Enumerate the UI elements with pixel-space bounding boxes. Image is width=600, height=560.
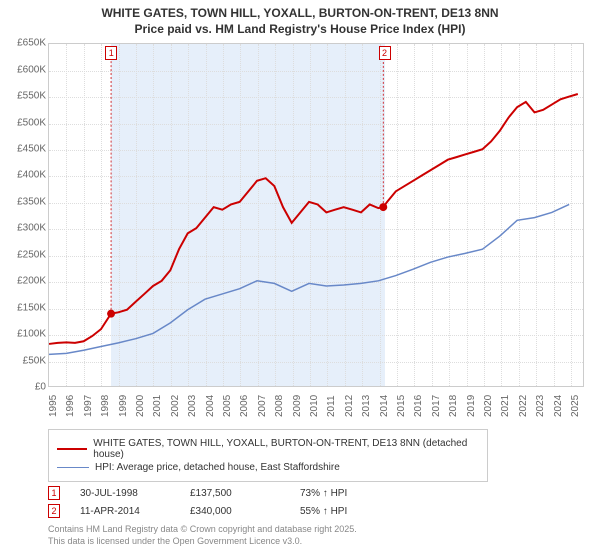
y-tick-label: £150K bbox=[10, 302, 46, 313]
x-tick-label: 2024 bbox=[553, 395, 559, 417]
legend-label: WHITE GATES, TOWN HILL, YOXALL, BURTON-O… bbox=[93, 438, 479, 460]
sale-price: £340,000 bbox=[190, 506, 280, 517]
x-tick-label: 2006 bbox=[239, 395, 245, 417]
sale-vs-hpi: 55% ↑ HPI bbox=[300, 506, 390, 517]
legend: WHITE GATES, TOWN HILL, YOXALL, BURTON-O… bbox=[48, 429, 488, 482]
chart-area: £0 £50K £100K £150K £200K £250K £300K £350K £400… bbox=[10, 43, 590, 423]
x-tick-label: 1998 bbox=[100, 395, 106, 417]
x-tick-label: 2019 bbox=[466, 395, 472, 417]
plot-region: 12 bbox=[48, 43, 584, 387]
x-tick-label: 2004 bbox=[205, 395, 211, 417]
x-tick-label: 2014 bbox=[379, 395, 385, 417]
x-tick-label: 2015 bbox=[396, 395, 402, 417]
x-tick-label: 2011 bbox=[326, 396, 332, 418]
line-chart-svg bbox=[49, 44, 583, 386]
legend-swatch bbox=[57, 467, 89, 469]
title-line1: WHITE GATES, TOWN HILL, YOXALL, BURTON-O… bbox=[10, 6, 590, 22]
x-tick-label: 2007 bbox=[257, 395, 263, 417]
y-tick-label: £400K bbox=[10, 170, 46, 181]
x-tick-label: 2010 bbox=[309, 395, 315, 417]
x-tick-label: 2012 bbox=[344, 395, 350, 417]
sale-vs-hpi: 73% ↑ HPI bbox=[300, 488, 390, 499]
footer-line2: This data is licensed under the Open Gov… bbox=[48, 536, 590, 548]
y-tick-label: £650K bbox=[10, 38, 46, 49]
sale-date: 30-JUL-1998 bbox=[80, 488, 170, 499]
x-tick-label: 2016 bbox=[413, 395, 419, 417]
x-tick-label: 2013 bbox=[361, 395, 367, 417]
legend-label: HPI: Average price, detached house, East… bbox=[95, 462, 340, 473]
x-tick-label: 2005 bbox=[222, 395, 228, 417]
series-property bbox=[49, 94, 578, 344]
legend-swatch bbox=[57, 448, 87, 450]
y-tick-label: £550K bbox=[10, 91, 46, 102]
y-tick-label: £500K bbox=[10, 117, 46, 128]
y-tick-label: £350K bbox=[10, 196, 46, 207]
footer-line1: Contains HM Land Registry data © Crown c… bbox=[48, 524, 590, 536]
x-tick-label: 2001 bbox=[152, 395, 158, 417]
x-tick-label: 2023 bbox=[535, 395, 541, 417]
sale-row: 1 30-JUL-1998 £137,500 73% ↑ HPI bbox=[48, 486, 590, 500]
y-tick-label: £50K bbox=[10, 355, 46, 366]
x-tick-label: 2020 bbox=[483, 395, 489, 417]
x-tick-label: 2008 bbox=[274, 395, 280, 417]
y-tick-label: £450K bbox=[10, 144, 46, 155]
y-tick-label: £300K bbox=[10, 223, 46, 234]
x-tick-label: 2018 bbox=[448, 395, 454, 417]
sale-num-box: 1 bbox=[48, 486, 60, 500]
x-tick-label: 2003 bbox=[187, 395, 193, 417]
sale-num-box: 2 bbox=[48, 504, 60, 518]
x-tick-label: 2002 bbox=[170, 395, 176, 417]
legend-row: WHITE GATES, TOWN HILL, YOXALL, BURTON-O… bbox=[57, 438, 479, 460]
x-tick-label: 1997 bbox=[83, 395, 89, 417]
x-tick-label: 2025 bbox=[570, 395, 576, 417]
x-tick-label: 2017 bbox=[431, 395, 437, 417]
x-tick-label: 2000 bbox=[135, 395, 141, 417]
x-tick-label: 1996 bbox=[65, 395, 71, 417]
title-line2: Price paid vs. HM Land Registry's House … bbox=[10, 22, 590, 38]
sale-marker-box: 1 bbox=[105, 46, 117, 60]
x-tick-label: 2021 bbox=[500, 395, 506, 417]
sale-row: 2 11-APR-2014 £340,000 55% ↑ HPI bbox=[48, 504, 590, 518]
y-tick-label: £250K bbox=[10, 249, 46, 260]
chart-title: WHITE GATES, TOWN HILL, YOXALL, BURTON-O… bbox=[10, 6, 590, 37]
sales-table: 1 30-JUL-1998 £137,500 73% ↑ HPI 2 11-APR-201… bbox=[10, 486, 590, 518]
series-hpi bbox=[49, 205, 569, 355]
y-tick-label: £200K bbox=[10, 276, 46, 287]
y-tick-label: £100K bbox=[10, 329, 46, 340]
sale-price: £137,500 bbox=[190, 488, 280, 499]
footer-attribution: Contains HM Land Registry data © Crown c… bbox=[48, 524, 590, 547]
sale-date: 11-APR-2014 bbox=[80, 506, 170, 517]
x-tick-label: 2009 bbox=[292, 395, 298, 417]
x-tick-label: 2022 bbox=[518, 395, 524, 417]
legend-row: HPI: Average price, detached house, East… bbox=[57, 462, 479, 473]
x-tick-label: 1999 bbox=[118, 395, 124, 417]
sale-marker-box: 2 bbox=[379, 46, 391, 60]
y-tick-label: £600K bbox=[10, 64, 46, 75]
y-tick-label: £0 bbox=[10, 382, 46, 393]
x-tick-label: 1995 bbox=[48, 395, 54, 417]
